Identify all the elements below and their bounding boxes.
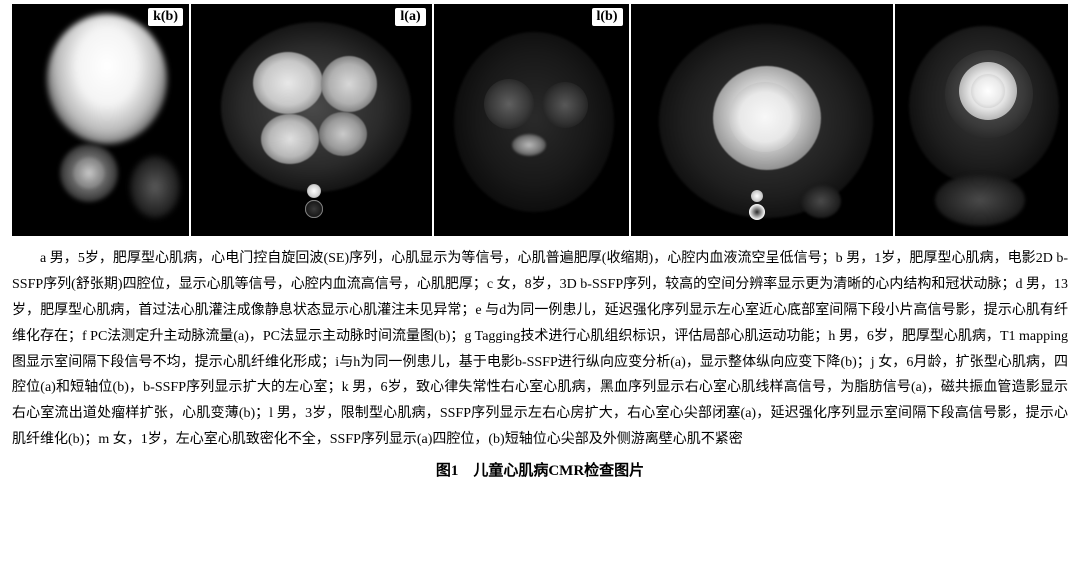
mri-tissue-region xyxy=(130,156,180,218)
mri-tissue-region xyxy=(749,204,765,220)
mri-tissue-region xyxy=(319,112,367,156)
mri-panel-2: l(b) xyxy=(434,4,629,236)
mri-tissue-region xyxy=(221,22,411,192)
mri-panel-4 xyxy=(895,4,1068,236)
mri-panel-0: k(b) xyxy=(12,4,189,236)
mri-tissue-region xyxy=(253,52,323,114)
mri-tissue-region xyxy=(454,32,614,212)
panel-label: l(b) xyxy=(592,8,623,26)
mri-panel-3 xyxy=(631,4,894,236)
mri-tissue-region xyxy=(971,74,1005,108)
mri-content xyxy=(434,4,629,236)
mri-tissue-region xyxy=(74,158,104,188)
mri-tissue-region xyxy=(47,14,167,144)
panel-label: k(b) xyxy=(148,8,183,26)
mri-tissue-region xyxy=(542,82,588,128)
mri-content xyxy=(191,4,432,236)
mri-tissue-region xyxy=(801,184,841,218)
figure-title: 图1 儿童心肌病CMR检查图片 xyxy=(12,459,1068,480)
mri-tissue-region xyxy=(935,174,1025,226)
mri-tissue-region xyxy=(512,134,546,156)
mri-tissue-region xyxy=(321,56,377,112)
mri-tissue-region xyxy=(729,82,801,152)
mri-content xyxy=(895,4,1068,236)
mri-tissue-region xyxy=(484,79,534,129)
mri-tissue-region xyxy=(751,190,763,202)
mri-image-row: k(b) l(a) l(b) xyxy=(12,4,1068,236)
mri-content xyxy=(12,4,189,236)
mri-tissue-region xyxy=(261,114,319,164)
mri-panel-1: l(a) xyxy=(191,4,432,236)
mri-tissue-region xyxy=(305,200,323,218)
figure-caption: a 男，5岁，肥厚型心肌病，心电门控自旋回波(SE)序列，心肌显示为等信号，心肌… xyxy=(12,246,1068,453)
panel-label: l(a) xyxy=(395,8,425,26)
mri-tissue-region xyxy=(307,184,321,198)
mri-content xyxy=(631,4,894,236)
